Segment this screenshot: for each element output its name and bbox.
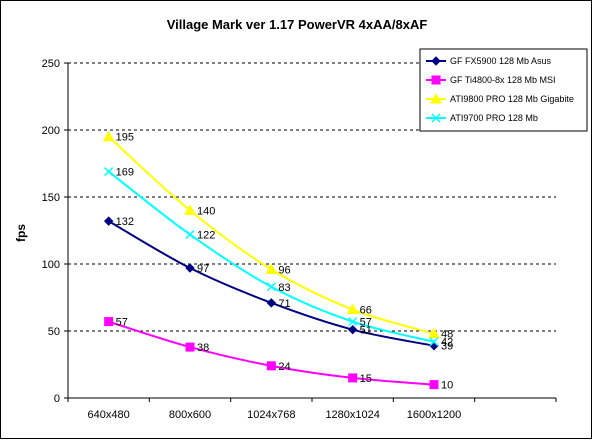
series-group: 132 97 71 51 39 57 38 24 15 10 195 140 96 66 48 169 122 8… [102, 130, 453, 392]
legend-marker [431, 113, 441, 123]
series-line [108, 170, 435, 343]
data-point [348, 373, 358, 383]
legend-item: ATI9800 PRO 128 Mb Gigabite [426, 92, 574, 104]
data-point [185, 229, 195, 240]
x-tick-label: 640x480 [88, 409, 130, 421]
data-point [102, 130, 115, 142]
data-label: 51 [360, 325, 372, 337]
y-axis-ticks: 0 50 100 150 200 250 [42, 58, 60, 405]
x-marker-stroke [431, 113, 441, 123]
x-tick-label: 1600x1200 [407, 409, 461, 421]
x-tick-label: 1280x1024 [325, 409, 379, 421]
y-tick-label: 50 [48, 326, 60, 338]
data-point [266, 282, 276, 292]
legend-label: ATI9700 PRO 128 Mb [450, 113, 538, 123]
data-point [429, 337, 439, 347]
x-marker-stroke [104, 167, 114, 177]
data-point [104, 317, 114, 327]
data-point [266, 298, 277, 308]
legend-item: GF Ti4800-8x 128 Mb MSI [426, 75, 556, 85]
legend-marker [431, 75, 441, 85]
data-label: 57 [360, 317, 372, 329]
x-marker-stroke [348, 317, 358, 327]
data-label: 169 [116, 167, 134, 179]
data-label: 71 [278, 298, 290, 310]
chart-title: Village Mark ver 1.17 PowerVR 4xAA/8xAF [167, 17, 428, 32]
y-tick-label: 0 [54, 393, 60, 405]
data-label: 96 [278, 264, 290, 276]
data-label: 48 [441, 329, 453, 341]
y-tick-label: 150 [42, 192, 60, 204]
data-point [429, 341, 439, 351]
y-tick-label: 100 [42, 259, 60, 271]
data-label: 39 [441, 341, 453, 353]
data-point [184, 204, 196, 215]
series-line [108, 220, 435, 347]
data-point [429, 380, 439, 390]
data-label: 57 [116, 317, 128, 329]
data-label: 97 [197, 263, 209, 275]
data-point [185, 342, 195, 352]
data-point [346, 303, 359, 315]
y-tick-label: 250 [42, 58, 60, 70]
data-point [348, 317, 358, 327]
legend-item: GF FX5900 128 Mb Asus [426, 56, 552, 66]
data-point [266, 361, 276, 371]
x-marker-stroke [429, 337, 439, 347]
data-label: 66 [360, 305, 372, 317]
data-label: 140 [197, 205, 215, 217]
data-point [104, 167, 114, 177]
data-point [103, 216, 114, 226]
data-label: 38 [197, 342, 209, 354]
data-point [428, 327, 440, 339]
x-marker-stroke [266, 282, 276, 292]
data-label: 195 [116, 132, 134, 144]
data-label: 132 [116, 216, 134, 228]
legend-label: GF FX5900 128 Mb Asus [450, 56, 552, 66]
data-label: 10 [441, 380, 453, 392]
axes [64, 62, 557, 402]
x-marker-stroke [185, 229, 195, 240]
x-axis-ticks: 640x480 800x600 1024x768 1280x1024 1600x1200 [88, 409, 462, 421]
data-label: 122 [197, 230, 215, 242]
y-tick-label: 200 [42, 125, 60, 137]
data-point [265, 263, 278, 274]
legend-marker [430, 92, 442, 104]
legend-item: ATI9700 PRO 128 Mb [426, 113, 538, 123]
legend-box [419, 48, 588, 132]
data-point [347, 324, 358, 335]
data-label: 15 [360, 373, 372, 385]
legend-label: ATI9800 PRO 128 Mb Gigabite [450, 94, 574, 104]
legend-label: GF Ti4800-8x 128 Mb MSI [450, 75, 556, 85]
x-tick-label: 800x600 [169, 409, 211, 421]
data-point [185, 263, 195, 273]
y-axis-label: fps [14, 224, 28, 242]
data-label: 24 [278, 361, 290, 373]
x-tick-label: 1024x768 [247, 409, 295, 421]
data-label: 42 [441, 337, 453, 349]
data-label: 83 [278, 282, 290, 294]
legend: GF FX5900 128 Mb Asus GF Ti4800-8x 128 Mb… [419, 48, 588, 132]
legend-marker [431, 56, 441, 66]
